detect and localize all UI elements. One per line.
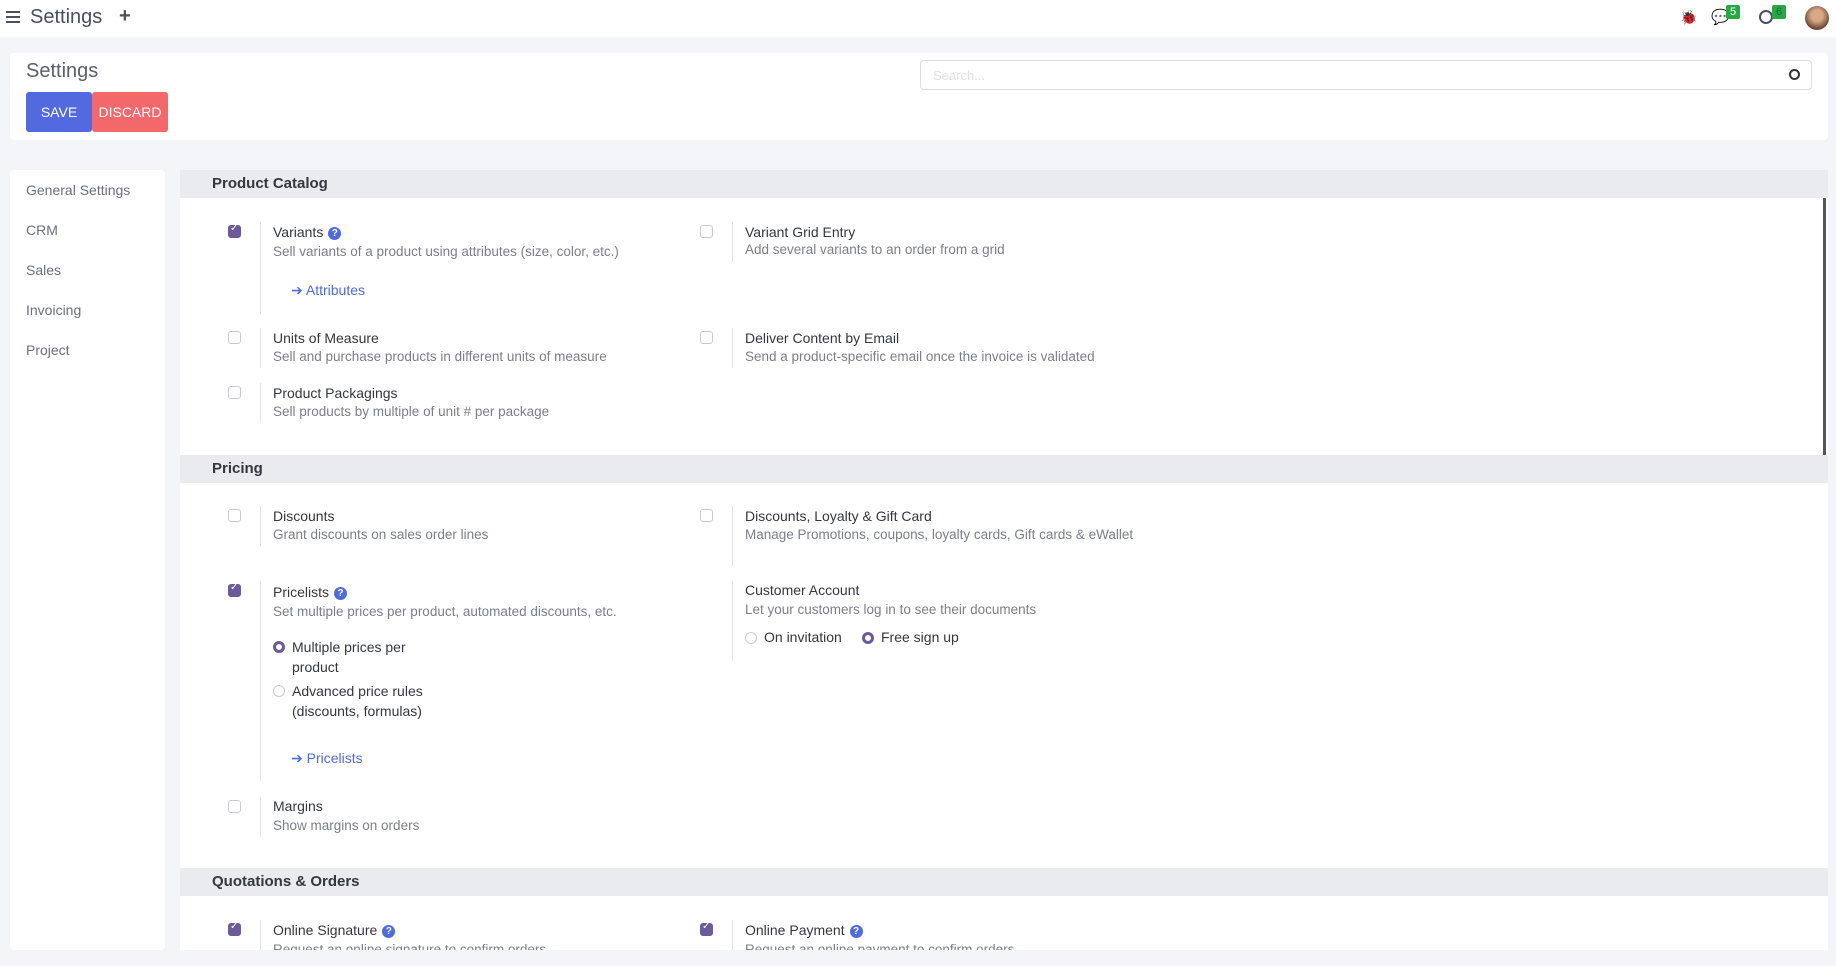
- loyalty-desc: Manage Promotions, coupons, loyalty card…: [745, 527, 1134, 542]
- online-payment-title: Online Payment?: [745, 922, 863, 938]
- pricelists-title: Pricelists?: [273, 584, 348, 600]
- user-avatar[interactable]: [1805, 6, 1829, 30]
- divider: [732, 920, 733, 950]
- online-payment-label: Online Payment: [745, 922, 845, 938]
- help-icon[interactable]: ?: [382, 925, 396, 938]
- pricelists-checkbox[interactable]: [228, 582, 241, 597]
- page-title: Settings: [26, 60, 99, 82]
- arrow-right-icon: ➔: [291, 750, 303, 766]
- deliver-email-desc: Send a product-specific email once the i…: [745, 349, 1095, 364]
- uom-desc: Sell and purchase products in different …: [273, 349, 607, 364]
- online-signature-title: Online Signature?: [273, 922, 396, 938]
- search-icon[interactable]: [1789, 69, 1800, 80]
- scrollbar[interactable]: [1823, 172, 1826, 482]
- radio-advanced-rules[interactable]: [273, 685, 285, 697]
- variant-grid-checkbox[interactable]: [700, 225, 713, 238]
- online-payment-desc: Request an online payment to confirm ord…: [745, 942, 1015, 950]
- sidebar-item-project[interactable]: Project: [26, 342, 70, 358]
- pricelists-desc: Set multiple prices per product, automat…: [273, 604, 617, 619]
- customer-account-title: Customer Account: [745, 582, 860, 598]
- radio-free-signup[interactable]: [862, 632, 874, 644]
- discounts-desc: Grant discounts on sales order lines: [273, 527, 489, 542]
- divider: [260, 506, 261, 546]
- messages-badge: 5: [1726, 5, 1741, 19]
- divider: [260, 328, 261, 368]
- help-icon[interactable]: ?: [328, 227, 342, 240]
- loyalty-checkbox[interactable]: [700, 509, 713, 522]
- save-button[interactable]: SAVE: [26, 92, 92, 132]
- uom-title: Units of Measure: [273, 330, 379, 346]
- section-quotations-orders: Quotations & Orders: [180, 868, 1828, 896]
- pricelists-label: Pricelists: [273, 584, 330, 600]
- variants-desc: Sell variants of a product using attribu…: [273, 244, 619, 259]
- radio-multiple-prices[interactable]: [273, 641, 285, 653]
- variant-grid-desc: Add several variants to an order from a …: [745, 242, 1005, 257]
- sidebar-item-crm[interactable]: CRM: [26, 222, 58, 238]
- radio-on-invitation-label: On invitation: [764, 629, 842, 645]
- variants-title: Variants?: [273, 224, 342, 240]
- radio-on-invitation[interactable]: [745, 632, 757, 644]
- settings-panel: [180, 170, 1828, 950]
- deliver-email-title: Deliver Content by Email: [745, 330, 900, 346]
- discounts-checkbox[interactable]: [228, 509, 241, 522]
- search-input[interactable]: [920, 60, 1812, 90]
- divider: [260, 222, 261, 314]
- app-title: Settings: [30, 6, 103, 28]
- packagings-title: Product Packagings: [273, 385, 398, 401]
- messages-icon[interactable]: 💬: [1711, 9, 1730, 26]
- attributes-link-label: Attributes: [305, 282, 365, 298]
- packagings-checkbox[interactable]: [228, 386, 241, 399]
- radio-free-signup-label: Free sign up: [881, 629, 959, 645]
- online-payment-checkbox[interactable]: [700, 921, 713, 936]
- loyalty-title: Discounts, Loyalty & Gift Card: [745, 508, 932, 524]
- divider: [260, 920, 261, 950]
- menu-icon[interactable]: [6, 11, 20, 23]
- divider: [732, 581, 733, 661]
- online-signature-label: Online Signature: [273, 922, 378, 938]
- divider: [732, 506, 733, 566]
- divider: [260, 797, 261, 837]
- online-signature-checkbox[interactable]: [228, 921, 241, 936]
- help-icon[interactable]: ?: [849, 925, 863, 938]
- bug-icon[interactable]: 🐞: [1680, 9, 1698, 25]
- divider: [260, 581, 261, 781]
- uom-checkbox[interactable]: [228, 331, 241, 344]
- activities-badge: 6: [1772, 5, 1787, 19]
- pricelists-link-label: Pricelists: [306, 750, 363, 766]
- variants-checkbox[interactable]: [228, 223, 241, 238]
- help-icon[interactable]: ?: [334, 587, 348, 600]
- quotations-rows: Online Signature? Request an online sign…: [180, 920, 1828, 950]
- margins-desc: Show margins on orders: [273, 818, 420, 833]
- radio-advanced-rules-label: Advanced price rules (discounts, formula…: [292, 683, 423, 719]
- variant-grid-title: Variant Grid Entry: [745, 224, 856, 240]
- attributes-link[interactable]: ➔ Attributes: [291, 282, 365, 299]
- divider: [732, 328, 733, 368]
- divider: [260, 383, 261, 423]
- discard-button[interactable]: DISCARD: [92, 92, 168, 132]
- packagings-desc: Sell products by multiple of unit # per …: [273, 404, 550, 419]
- variants-label: Variants: [273, 224, 324, 240]
- section-product-catalog: Product Catalog: [180, 170, 1828, 198]
- sidebar-item-invoicing[interactable]: Invoicing: [26, 302, 82, 318]
- sidebar: [10, 170, 165, 950]
- pricelists-link[interactable]: ➔ Pricelists: [291, 750, 363, 767]
- sidebar-item-sales[interactable]: Sales: [26, 262, 62, 278]
- sidebar-item-general-settings[interactable]: General Settings: [26, 182, 131, 198]
- margins-checkbox[interactable]: [228, 800, 241, 813]
- section-pricing: Pricing: [180, 455, 1828, 483]
- divider: [732, 222, 733, 262]
- online-signature-desc: Request an online signature to confirm o…: [273, 942, 547, 950]
- discounts-title: Discounts: [273, 508, 335, 524]
- top-navbar: Settings + 🐞 💬 5 6: [0, 0, 1836, 37]
- activity-clock-icon[interactable]: [1759, 10, 1773, 24]
- arrow-right-icon: ➔: [291, 282, 303, 298]
- margins-title: Margins: [273, 798, 323, 814]
- deliver-email-checkbox[interactable]: [700, 331, 713, 344]
- customer-account-desc: Let your customers log in to see their d…: [745, 602, 1037, 617]
- radio-multiple-prices-label: Multiple prices per product: [292, 639, 406, 675]
- new-plus-icon[interactable]: +: [119, 5, 131, 27]
